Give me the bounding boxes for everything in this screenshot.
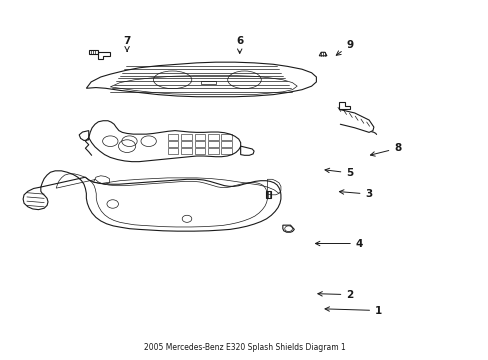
Text: 6: 6 <box>236 36 243 53</box>
Text: 8: 8 <box>370 143 401 156</box>
Text: 5: 5 <box>325 168 353 178</box>
Text: 2005 Mercedes-Benz E320 Splash Shields Diagram 1: 2005 Mercedes-Benz E320 Splash Shields D… <box>143 343 345 352</box>
Text: 7: 7 <box>123 36 130 51</box>
Text: 1: 1 <box>325 306 382 315</box>
Text: 2: 2 <box>317 290 353 300</box>
Text: 3: 3 <box>339 189 372 199</box>
Text: 4: 4 <box>315 239 363 248</box>
Text: 9: 9 <box>336 40 353 55</box>
